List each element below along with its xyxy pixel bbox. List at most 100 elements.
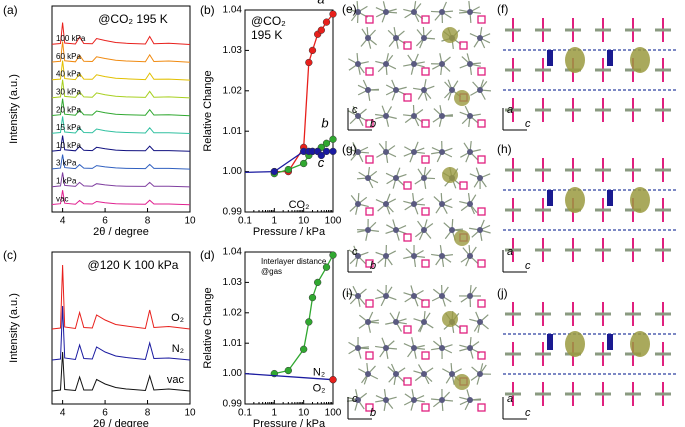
core (607, 190, 613, 206)
plot-frame (51, 5, 191, 213)
metal-node (421, 87, 427, 93)
axis-name: a (507, 246, 513, 258)
data-point (329, 10, 337, 18)
metal-node (383, 293, 389, 299)
axis-name: b (370, 118, 376, 130)
pattern-line (51, 264, 191, 330)
axis-name: b (370, 260, 376, 272)
plot-frame (51, 251, 191, 405)
series-label: O₂ (171, 312, 184, 324)
data-point (329, 251, 337, 259)
panel-label: (d) (200, 248, 215, 262)
x-tick-label: 0.1 (238, 216, 252, 227)
data-point (317, 151, 325, 160)
y-axis-label: Intensity (a.u.) (8, 293, 20, 363)
axis-name: c (525, 407, 531, 419)
y-tick-label: 1.04 (223, 5, 243, 16)
pillar (477, 67, 486, 76)
annotation: @gas (261, 267, 282, 276)
metal-node (355, 201, 361, 207)
data-point (284, 366, 292, 375)
metal-node (355, 9, 361, 15)
y-tick-label: 0.99 (223, 399, 243, 410)
metal-node (449, 371, 455, 377)
x-tick-label: 0.1 (238, 408, 252, 419)
x-tick-label: 8 (145, 408, 151, 419)
pillar (365, 15, 374, 24)
axis-name: b (370, 407, 376, 419)
x-tick-label: 1 (272, 408, 278, 419)
y-tick-label: 1.01 (223, 338, 243, 349)
metal-node (355, 61, 361, 67)
series-label: c (318, 155, 325, 170)
pattern-line (51, 154, 191, 170)
core (607, 50, 613, 66)
metal-node (383, 201, 389, 207)
core (547, 190, 553, 206)
series-label: 15 kPa (56, 123, 81, 132)
pillar (365, 403, 374, 412)
metal-node (383, 253, 389, 259)
metal-node (393, 175, 399, 181)
data-point (314, 278, 322, 287)
x-tick-label: 10 (184, 216, 196, 227)
metal-node (393, 227, 399, 233)
guest (565, 187, 585, 213)
series-label: 100 kPa (56, 34, 86, 43)
pillar (421, 403, 430, 412)
y-tick-label: 1.02 (223, 85, 243, 96)
data-point (317, 26, 325, 34)
pillar (421, 259, 430, 268)
metal-node (411, 9, 417, 15)
axis-name: c (352, 104, 358, 116)
x-tick-label: 6 (102, 216, 108, 227)
metal-node (467, 9, 473, 15)
panel-label: (h) (497, 142, 512, 156)
panel-label: (b) (200, 3, 215, 17)
series-line (274, 254, 334, 375)
metal-node (355, 397, 361, 403)
y-tick-label: 1.01 (223, 126, 243, 137)
metal-node (477, 227, 483, 233)
series-label: N₂ (172, 343, 184, 355)
guest (454, 374, 470, 390)
metal-node (467, 293, 473, 299)
y-tick-label: 1.00 (223, 368, 243, 379)
pillar (477, 15, 486, 24)
series-label: b (321, 116, 328, 131)
metal-node (411, 345, 417, 351)
series-label: vac (56, 194, 68, 203)
metal-node (477, 87, 483, 93)
plot-frame (244, 9, 334, 213)
metal-node (411, 397, 417, 403)
metal-node (355, 149, 361, 155)
pattern-line (51, 41, 191, 63)
metal-node (421, 35, 427, 41)
metal-node (411, 293, 417, 299)
guest (630, 187, 650, 213)
pillar (477, 299, 486, 308)
panel-label: (i) (342, 286, 353, 300)
data-point (308, 46, 317, 55)
metal-node (365, 227, 371, 233)
annotation: 195 K (251, 28, 282, 42)
y-tick-label: 1.00 (223, 166, 243, 177)
pillar (403, 377, 412, 386)
pillar (421, 67, 430, 76)
annotation: @CO₂ (251, 14, 286, 28)
pattern-line (51, 22, 191, 45)
guest (442, 311, 458, 327)
guest (565, 331, 585, 357)
data-point (284, 165, 292, 174)
pillar (421, 15, 430, 24)
panel-label: (j) (497, 286, 508, 300)
metal-node (449, 87, 455, 93)
metal-node (421, 319, 427, 325)
metal-node (439, 201, 445, 207)
y-tick-label: 1.03 (223, 277, 243, 288)
metal-node (421, 175, 427, 181)
metal-node (411, 61, 417, 67)
pillar (477, 403, 486, 412)
metal-node (439, 149, 445, 155)
series-label: 1 kPa (56, 177, 77, 186)
